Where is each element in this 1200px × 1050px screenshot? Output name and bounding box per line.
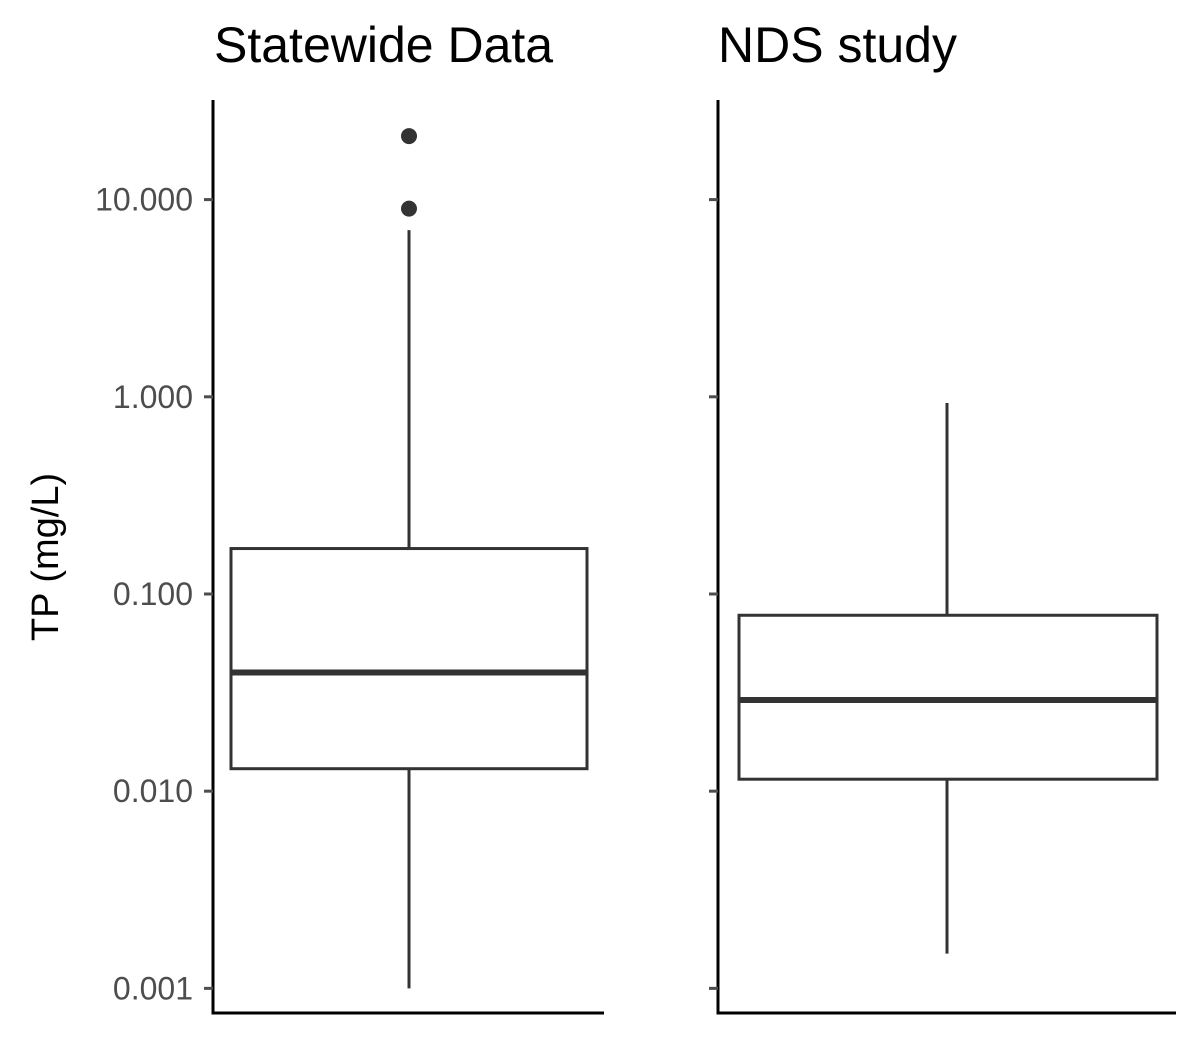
y-tick-label: 0.010 [113,773,193,809]
panel-2-title: NDS study [718,17,957,73]
y-tick-label: 10.000 [95,182,193,218]
panel-1-box [229,547,589,771]
y-tick-label: 1.000 [113,379,193,415]
panel-1-title: Statewide Data [214,17,553,73]
y-axis-title: TP (mg/L) [25,473,67,641]
panel-1-outlier-point [401,200,417,217]
y-tick-label: 0.100 [113,576,193,612]
panel-1-outlier-point [401,128,417,145]
y-tick-label: 0.001 [113,970,193,1006]
